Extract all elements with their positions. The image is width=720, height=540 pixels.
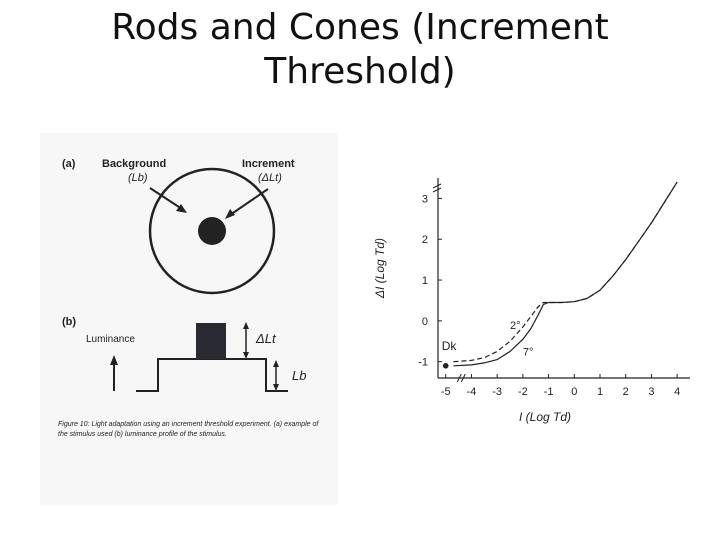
- background-symbol: (Lb): [128, 172, 148, 184]
- x-axis-break: [456, 373, 466, 383]
- x-tick-label: 2: [623, 386, 629, 398]
- chart-tick-labels: -5 -4 -3 -2 -1 0 1 2 3 4 -1 0 1 2 3: [418, 193, 680, 398]
- series-label-7deg: 7°: [523, 347, 534, 359]
- x-tick-label: -3: [492, 386, 502, 398]
- background-arrowhead: [176, 204, 187, 213]
- chart-y-axis-label: ΔI (Log Td): [373, 238, 387, 299]
- y-tick-label: -1: [418, 357, 428, 369]
- luminance-label: Luminance: [86, 334, 135, 345]
- delta-lt-arrowhead-down: [243, 352, 249, 359]
- dark-threshold-label: Dk: [442, 339, 458, 353]
- series-label-2deg: 2°: [510, 320, 521, 332]
- increment-pulse: [196, 323, 226, 359]
- x-tick-label: 4: [674, 386, 680, 398]
- x-tick-label: -2: [518, 386, 528, 398]
- series-line-2deg: [453, 181, 678, 363]
- y-tick-label: 3: [422, 193, 428, 205]
- chart-x-axis-label: I (Log Td): [519, 410, 571, 424]
- increment-symbol: (ΔLt): [258, 172, 282, 184]
- lb-label: Lb: [292, 368, 307, 383]
- x-tick-label: 1: [597, 386, 603, 398]
- increment-threshold-chart: 2° 7° Dk -5 -4 -3 -2 -1 0 1 2 3 4 -1 0 1 2 3 I (Log Td) …: [360, 168, 700, 438]
- series-line-7deg: [453, 181, 678, 367]
- slide-title-text: Rods and Cones (Increment Threshold): [111, 7, 609, 92]
- figure-caption-text: Figure 10: Light adaptation using an inc…: [58, 421, 319, 438]
- x-tick-label: -5: [441, 386, 451, 398]
- panel-b-label: (b): [62, 316, 77, 328]
- stimulus-diagram: [110, 167, 288, 392]
- panel-a-label: (a): [62, 158, 76, 170]
- increment-arrow: [229, 188, 269, 216]
- y-tick-label: 2: [422, 234, 428, 246]
- chart-series: 2° 7° Dk: [442, 181, 678, 369]
- background-label: Background: [102, 158, 167, 170]
- delta-lt-arrowhead-up: [243, 322, 249, 329]
- stimulus-figure: (a) Background (Lb) Increment (ΔLt) (b) …: [40, 133, 338, 505]
- chart-axes: [432, 178, 690, 383]
- background-arrow: [149, 187, 183, 210]
- x-tick-label: -4: [467, 386, 477, 398]
- increment-label: Increment: [242, 158, 295, 170]
- dark-threshold-point: [442, 362, 449, 369]
- luminance-axis-arrowhead: [110, 355, 118, 365]
- increment-arrowhead: [225, 209, 235, 219]
- x-tick-label: 0: [571, 386, 577, 398]
- x-tick-label: -1: [544, 386, 554, 398]
- background-field-circle: [148, 167, 276, 295]
- increment-spot: [198, 217, 226, 245]
- slide-title: Rods and Cones (Increment Threshold): [60, 6, 660, 94]
- figure-caption: Figure 10: Light adaptation using an inc…: [58, 420, 328, 440]
- y-tick-label: 0: [422, 316, 428, 328]
- y-axis-break: [432, 183, 442, 193]
- lb-arrowhead-up: [273, 360, 279, 367]
- x-tick-label: 3: [648, 386, 654, 398]
- lb-arrowhead-down: [273, 384, 279, 391]
- y-tick-label: 1: [422, 275, 428, 287]
- luminance-profile: [136, 358, 288, 392]
- delta-lt-label: ΔLt: [256, 331, 276, 346]
